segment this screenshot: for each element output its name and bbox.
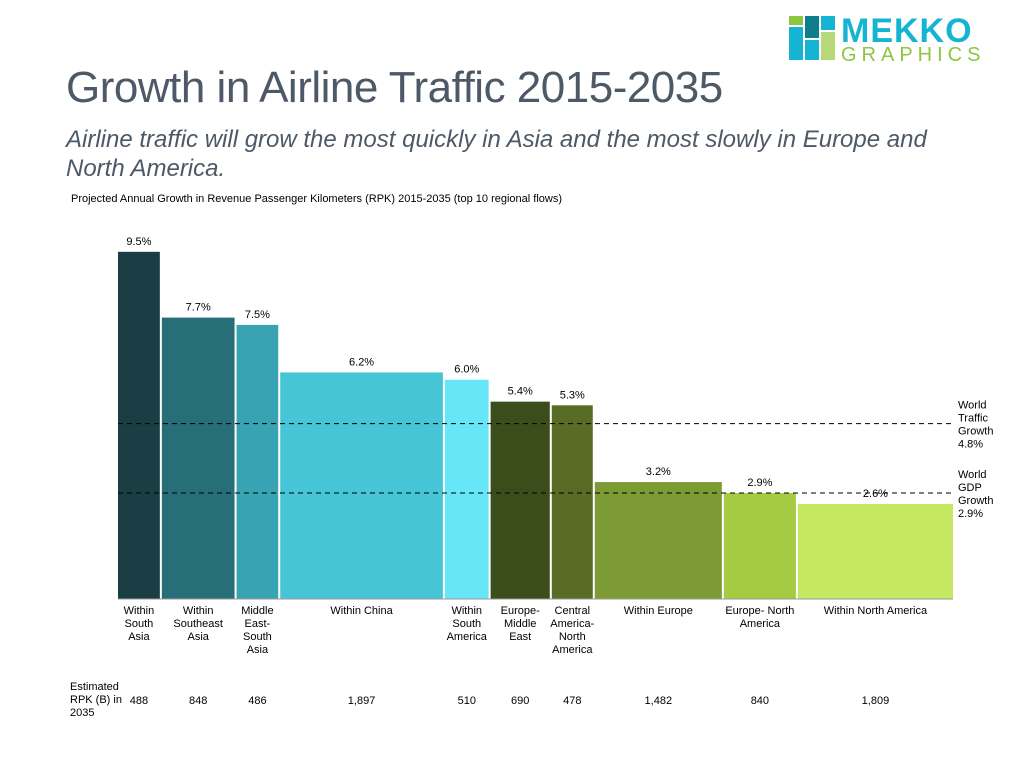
category-label: South (243, 631, 272, 643)
category-label: America (552, 644, 593, 656)
chart-title: Projected Annual Growth in Revenue Passe… (71, 193, 562, 205)
bar-value-label: 6.0% (454, 364, 479, 376)
logo-block (789, 27, 803, 60)
category-label: Within (183, 605, 214, 617)
rpk-value: 486 (248, 695, 266, 707)
category-label: America- (550, 618, 594, 630)
bar (118, 251, 160, 599)
bar (161, 317, 235, 599)
category-label: America (740, 618, 781, 630)
bar-value-label: 2.9% (747, 477, 772, 489)
bar (444, 379, 489, 599)
bar (490, 401, 550, 599)
rpk-value: 510 (458, 695, 476, 707)
category-label: Middle (241, 605, 273, 617)
category-label: East- (245, 618, 271, 630)
category-label: South (452, 618, 481, 630)
bar-value-label: 2.6% (863, 488, 888, 500)
bar (551, 405, 593, 599)
logo-block (805, 16, 819, 38)
bar-value-label: 9.5% (126, 236, 151, 248)
category-label: Within (451, 605, 482, 617)
logo-word-graphics: GRAPHICS (841, 44, 986, 66)
category-label: Central (555, 605, 590, 617)
mekko-graphics-logo: MEKKO GRAPHICS (789, 12, 1001, 66)
logo-block (805, 40, 819, 60)
page-subtitle: Airline traffic will grow the most quick… (66, 126, 927, 182)
reference-line-label: Growth (958, 495, 993, 507)
reference-line-label: 2.9% (958, 508, 983, 520)
category-label: Within Europe (624, 605, 693, 617)
page-title: Growth in Airline Traffic 2015-2035 (66, 63, 723, 112)
logo-word-mekko: MEKKO (841, 12, 973, 50)
category-label: Asia (247, 644, 269, 656)
rpk-value: 478 (563, 695, 581, 707)
rpk-value: 1,809 (862, 695, 890, 707)
bar-value-label: 7.7% (186, 302, 211, 314)
category-label: North (559, 631, 586, 643)
rpk-value: 840 (751, 695, 769, 707)
category-label: South (125, 618, 154, 630)
bar-value-label: 5.4% (508, 386, 533, 398)
bar (797, 503, 953, 599)
rpk-row-label: Estimated RPK (B) in 2035 (70, 681, 122, 719)
reference-line-label: World (958, 469, 987, 481)
reference-line-label: World (958, 400, 987, 412)
bar (280, 372, 443, 599)
bar-value-label: 5.3% (560, 389, 585, 401)
bar (723, 493, 796, 599)
category-label: Asia (187, 631, 209, 643)
category-label: Middle (504, 618, 536, 630)
category-label: Southeast (173, 618, 223, 630)
category-label: Asia (128, 631, 150, 643)
category-label: Within China (330, 605, 393, 617)
category-label: East (509, 631, 531, 643)
category-label: Europe- (501, 605, 540, 617)
rpk-value: 690 (511, 695, 529, 707)
logo-mark-icon (789, 16, 835, 60)
bar (236, 324, 279, 599)
category-label: America (447, 631, 488, 643)
rpk-value: 1,897 (348, 695, 376, 707)
logo-block (821, 32, 835, 60)
bar (594, 482, 722, 599)
bar-value-label: 3.2% (646, 466, 671, 478)
logo-block (821, 16, 835, 30)
logo-block (789, 16, 803, 25)
bar-value-label: 6.2% (349, 356, 374, 368)
reference-line-label: Growth (958, 426, 993, 438)
category-label: Within (124, 605, 155, 617)
reference-line-label: Traffic (958, 413, 988, 425)
bar-value-label: 7.5% (245, 309, 270, 321)
reference-line-label: 4.8% (958, 439, 983, 451)
category-label: Europe- North (725, 605, 794, 617)
rpk-value: 848 (189, 695, 207, 707)
category-label: Within North America (824, 605, 928, 617)
rpk-value: 1,482 (645, 695, 673, 707)
reference-line-label: GDP (958, 482, 982, 494)
rpk-value: 488 (130, 695, 148, 707)
